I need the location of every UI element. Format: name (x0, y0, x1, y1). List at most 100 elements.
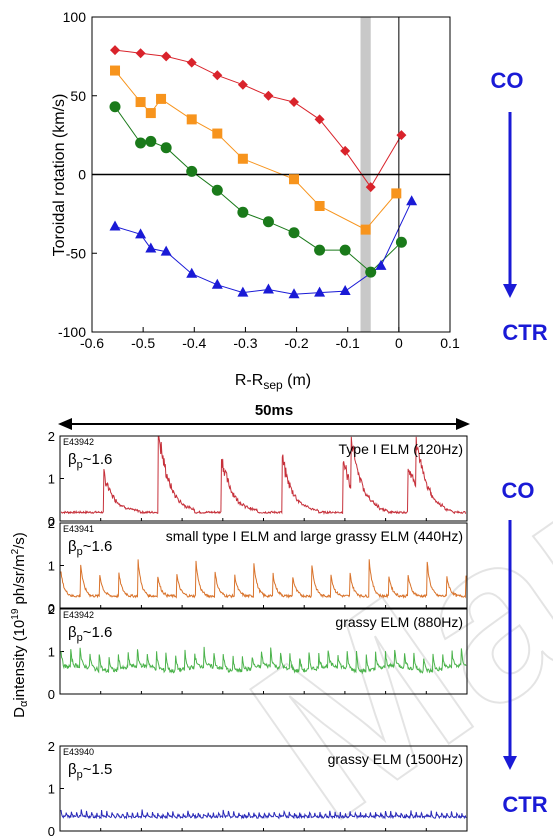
data-point-circle (160, 142, 172, 154)
data-point-diamond (289, 97, 300, 108)
data-point-triangle (262, 283, 274, 294)
d-alpha-y-axis-label: Dαintensity (1019 ph/sr/m2/s) (10, 532, 30, 718)
panel-y-tick-label: 2 (48, 429, 55, 444)
bottom-arrow-head (503, 756, 517, 770)
panel-y-tick-label: 0 (48, 687, 55, 702)
data-point-triangle (145, 242, 157, 253)
panel-y-tick-label: 2 (48, 516, 55, 531)
data-point-triangle (406, 195, 418, 206)
data-point-circle (237, 206, 249, 218)
panel-y-tick-label: 1 (48, 559, 55, 574)
panel-y-tick-label: 2 (48, 739, 55, 754)
beta-p-label: βp~1.6 (68, 538, 112, 558)
d-alpha-label-prefix: D (11, 707, 28, 718)
beta-subscript: p (77, 632, 83, 644)
beta-subscript: p (77, 769, 83, 781)
data-point-square (314, 201, 325, 211)
d-alpha-panel: 0 1 2 E43941 βp~1.6 small type I ELM and larg… (48, 516, 468, 616)
time-span-arrow-right (456, 418, 470, 430)
y-tick-label: 50 (70, 88, 86, 104)
x-axis-label: R-Rsep (m) (235, 372, 311, 392)
d-alpha-panel: 0 1 2 E43942 βp~1.6 grassy ELM (880Hz) (48, 602, 468, 702)
data-point-diamond (135, 48, 146, 59)
x-tick-label: -0.3 (233, 335, 257, 351)
beta-subscript: p (77, 459, 83, 471)
top-direction-arrow: CO CTR (491, 68, 548, 345)
x-axis-label-main: R-R (235, 372, 263, 389)
data-point-diamond (396, 130, 407, 141)
data-point-triangle (314, 286, 326, 297)
beta-symbol: β (68, 451, 77, 468)
shot-number: E43941 (63, 524, 94, 534)
bottom-arrow-end-label: CTR (502, 792, 547, 817)
panel-y-tick-label: 1 (48, 645, 55, 660)
data-point-circle (314, 244, 326, 256)
x-tick-label: -0.4 (182, 335, 206, 351)
beta-subscript: p (77, 546, 83, 558)
data-point-triangle (160, 245, 172, 256)
panel-y-tick-label: 0 (48, 824, 55, 839)
data-point-circle (262, 216, 274, 228)
d-alpha-label-prefix-sub: α (18, 700, 30, 707)
d-alpha-panel: 0 1 2 E43942 βp~1.6 Type I ELM (120Hz) (48, 429, 468, 529)
beta-symbol: β (68, 538, 77, 555)
series-line-circle (114, 106, 402, 273)
data-point-circle (365, 266, 377, 278)
shot-number: E43942 (63, 610, 94, 620)
x-tick-label: -0.5 (131, 335, 155, 351)
data-point-square (156, 93, 167, 104)
x-axis-label-unit: (m) (283, 372, 311, 389)
top-arrow-head (503, 284, 517, 298)
series-line-diamond (114, 49, 402, 189)
data-point-square (186, 114, 197, 125)
data-point-square (289, 174, 300, 185)
elm-type-label: grassy ELM (880Hz) (335, 614, 463, 630)
data-point-circle (145, 135, 157, 147)
beta-symbol: β (68, 624, 77, 641)
x-tick-label: -0.6 (80, 335, 104, 351)
y-axis-label: Toroidal rotation (km/s) (51, 94, 68, 257)
time-span: 50ms (58, 402, 470, 430)
data-point-circle (395, 236, 407, 248)
data-point-circle (288, 227, 300, 239)
data-point-triangle (186, 267, 198, 278)
data-point-square (135, 97, 146, 108)
data-point-circle (339, 244, 351, 256)
data-point-diamond (237, 79, 248, 90)
data-point-diamond (340, 145, 351, 156)
beta-value: ~1.6 (83, 624, 113, 641)
data-point-diamond (314, 114, 325, 125)
d-alpha-trace (60, 436, 467, 515)
data-point-square (212, 128, 223, 139)
data-point-diamond (365, 182, 376, 193)
beta-p-label: βp~1.5 (68, 761, 112, 781)
data-point-square (237, 153, 248, 164)
data-point-diamond (263, 90, 274, 101)
d-alpha-label-tail: ph/sr/m (11, 554, 28, 608)
data-point-circle (186, 165, 198, 177)
beta-value: ~1.6 (83, 538, 113, 555)
x-tick-label: 0 (395, 335, 403, 351)
d-alpha-trace (60, 646, 467, 675)
d-alpha-label-main: intensity (10 (11, 620, 28, 701)
data-point-triangle (339, 285, 351, 296)
data-point-diamond (186, 57, 197, 68)
x-tick-label: -0.2 (285, 335, 309, 351)
data-point-circle (135, 137, 147, 149)
elm-type-label: small type I ELM and large grassy ELM (4… (166, 528, 463, 544)
data-point-circle (211, 184, 223, 196)
data-point-square (145, 108, 156, 119)
bottom-arrow-start-label: CO (502, 478, 535, 503)
y-tick-label: -100 (58, 324, 86, 340)
beta-p-label: βp~1.6 (68, 451, 112, 471)
beta-value: ~1.5 (83, 761, 113, 778)
d-alpha-trace (60, 559, 467, 599)
y-tick-label: 0 (78, 167, 86, 183)
beta-value: ~1.6 (83, 451, 113, 468)
panel-y-tick-label: 1 (48, 472, 55, 487)
rotation-chart: -0.6 -0.5 -0.4 -0.3 -0.2 -0.1 0 0.1 -100 -50 0 50 10… (51, 9, 460, 392)
panel-y-tick-label: 0 (48, 601, 55, 616)
elm-type-label: Type I ELM (120Hz) (339, 441, 464, 457)
x-axis-label-sub: sep (263, 378, 283, 392)
d-alpha-trace (60, 809, 467, 820)
